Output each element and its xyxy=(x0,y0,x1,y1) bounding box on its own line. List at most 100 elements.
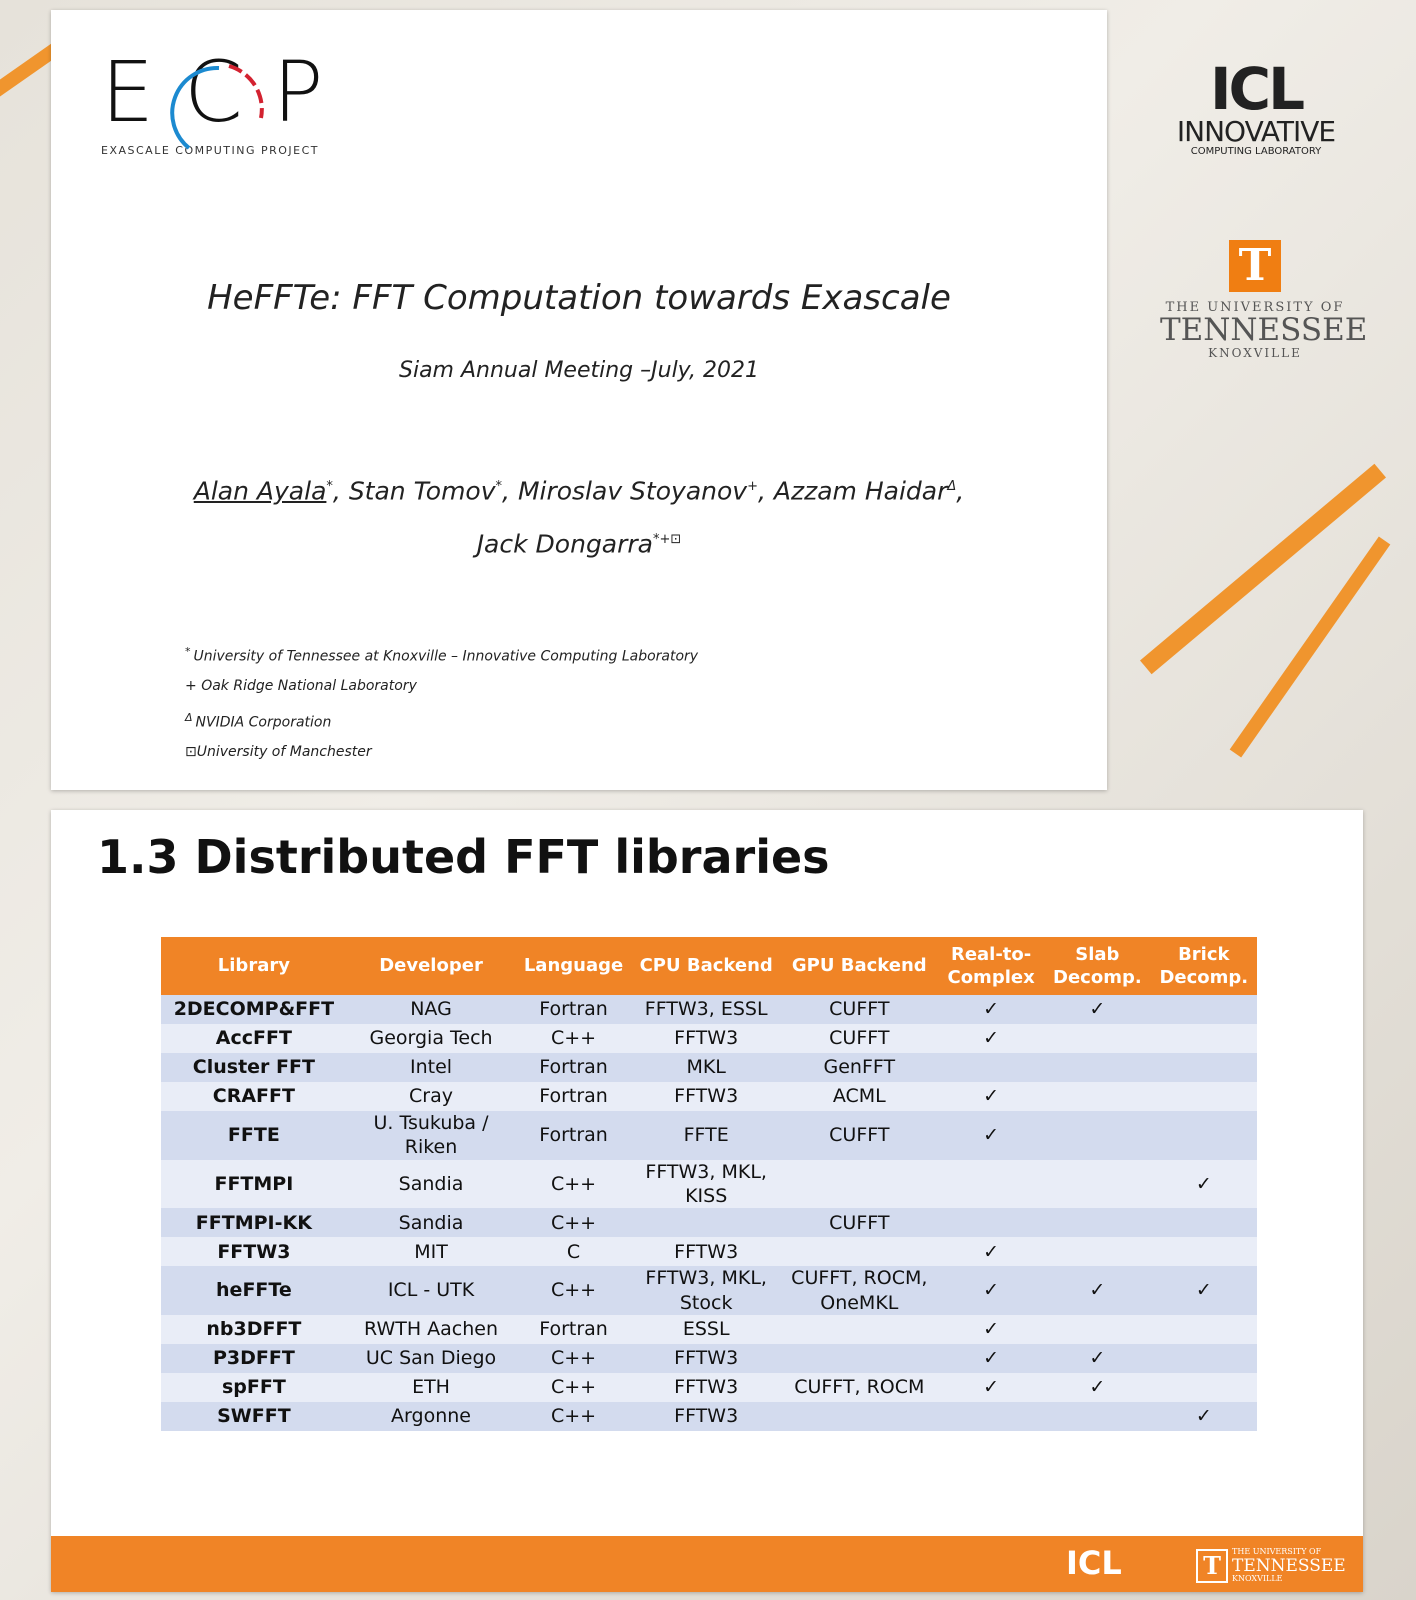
table-cell xyxy=(1044,1314,1151,1344)
table-cell xyxy=(1150,1314,1257,1344)
table-row: SWFFT Argonne C++ FFTW3 ✓ xyxy=(161,1401,1257,1431)
column-header: Brick Decomp. xyxy=(1150,937,1257,995)
table-row: P3DFFT UC San Diego C++ FFTW3 ✓ ✓ xyxy=(161,1343,1257,1373)
icl-line: INNOVATIVE xyxy=(1176,115,1336,148)
table-cell: GenFFT xyxy=(780,1053,939,1082)
table-cell xyxy=(1150,1024,1257,1053)
table-cell: ✓ xyxy=(1044,1372,1151,1402)
table-cell: FFTW3 xyxy=(631,1024,781,1053)
table-cell: C++ xyxy=(515,1372,632,1402)
table-row: FFTMPI Sandia C++ FFTW3, MKL, KISS ✓ xyxy=(161,1159,1257,1209)
table-body: 2DECOMP&FFT NAG Fortran FFTW3, ESSL CUFFT ✓ ✓ A… xyxy=(161,995,1257,1431)
table-cell: C++ xyxy=(515,1159,632,1209)
affiliation: Δ NVIDIA Corporation xyxy=(185,711,698,744)
table-cell xyxy=(1044,1024,1151,1053)
column-header: Language xyxy=(515,937,632,995)
table-cell: NAG xyxy=(346,995,516,1024)
table-cell: ✓ xyxy=(938,1314,1045,1344)
table-cell: FFTW3, ESSL xyxy=(631,995,781,1024)
ecp-caption: EXASCALE COMPUTING PROJECT xyxy=(101,144,320,157)
table-cell xyxy=(1150,1208,1257,1238)
library-name: CRAFFT xyxy=(161,1082,347,1111)
table-cell xyxy=(1150,1082,1257,1111)
library-table: Library Developer Language CPU Backend GPU B… xyxy=(161,937,1257,1431)
table-cell: RWTH Aachen xyxy=(346,1314,516,1344)
table-cell: ✓ xyxy=(938,995,1045,1024)
table-row: FFTW3 MIT C FFTW3 ✓ xyxy=(161,1237,1257,1267)
table-cell: Fortran xyxy=(515,995,632,1024)
table-cell xyxy=(1150,1111,1257,1160)
table-cell: CUFFT xyxy=(780,1208,939,1238)
footer-ut-line: TENNESSEE xyxy=(1232,1555,1346,1576)
footer-band: ICL T THE UNIVERSITY OF TENNESSEE KNOXVI… xyxy=(51,1536,1363,1592)
icl-logo: ICL INNOVATIVE COMPUTING LABORATORY xyxy=(1176,60,1336,157)
table-cell: FFTW3 xyxy=(631,1343,781,1373)
table-cell xyxy=(1044,1208,1151,1238)
table-cell: ✓ xyxy=(1150,1266,1257,1315)
library-name: SWFFT xyxy=(161,1401,347,1431)
affiliation-mark: * xyxy=(185,645,191,658)
table-cell xyxy=(1150,1237,1257,1267)
table-cell: Fortran xyxy=(515,1053,632,1082)
table-cell: FFTW3 xyxy=(631,1082,781,1111)
table-cell: Cray xyxy=(346,1082,516,1111)
author: Alan Ayala xyxy=(193,476,327,506)
table-cell: UC San Diego xyxy=(346,1343,516,1373)
table-row: heFFTe ICL - UTK C++ FFTW3, MKL, Stock CUFFT… xyxy=(161,1266,1257,1315)
table-cell xyxy=(1044,1111,1151,1160)
table-cell: ESSL xyxy=(631,1314,781,1344)
slide-title: 1.3 Distributed FFT libraries xyxy=(97,830,830,884)
table-cell: FFTE xyxy=(631,1111,781,1160)
table-cell: C++ xyxy=(515,1208,632,1238)
ecp-arcs xyxy=(170,64,264,150)
table-cell: Fortran xyxy=(515,1111,632,1160)
table-cell: FFTW3 xyxy=(631,1401,781,1431)
table-cell: CUFFT xyxy=(780,1024,939,1053)
table-cell xyxy=(780,1401,939,1431)
table-cell xyxy=(1044,1237,1151,1267)
table-row: AccFFT Georgia Tech C++ FFTW3 CUFFT ✓ xyxy=(161,1024,1257,1053)
table-cell: C++ xyxy=(515,1401,632,1431)
affiliation: + Oak Ridge National Laboratory xyxy=(185,678,698,711)
footer-ut: T THE UNIVERSITY OF TENNESSEE KNOXVILLE xyxy=(1196,1547,1346,1584)
table-cell: FFTW3, MKL, Stock xyxy=(631,1266,781,1315)
table-cell: CUFFT, ROCM xyxy=(780,1372,939,1402)
separator: , xyxy=(502,476,510,506)
library-name: nb3DFFT xyxy=(161,1314,347,1344)
table-cell xyxy=(1150,1343,1257,1373)
author: Miroslav Stoyanov xyxy=(517,476,748,506)
library-name: spFFT xyxy=(161,1372,347,1402)
library-name: Cluster FFT xyxy=(161,1053,347,1082)
table-row: FFTMPI-KK Sandia C++ CUFFT xyxy=(161,1208,1257,1238)
authors-line: Alan Ayala*, Stan Tomov*, Miroslav Stoya… xyxy=(51,462,1107,569)
ut-line: THE UNIVERSITY OF xyxy=(1165,300,1345,315)
affiliation: ⊡University of Manchester xyxy=(185,744,698,777)
decor-stripe xyxy=(1140,463,1386,675)
table-cell: FFTW3 xyxy=(631,1237,781,1267)
table-cell: Sandia xyxy=(346,1159,516,1209)
table-cell: Georgia Tech xyxy=(346,1024,516,1053)
library-name: FFTMPI-KK xyxy=(161,1208,347,1238)
table-cell: ✓ xyxy=(938,1024,1045,1053)
icl-line: COMPUTING LABORATORY xyxy=(1190,146,1322,157)
table-cell xyxy=(938,1401,1045,1431)
table-cell xyxy=(1150,1372,1257,1402)
table-cell: ✓ xyxy=(1044,1343,1151,1373)
table-cell xyxy=(1044,1082,1151,1111)
library-name: FFTMPI xyxy=(161,1159,347,1209)
table-row: Cluster FFT Intel Fortran MKL GenFFT xyxy=(161,1053,1257,1082)
table-cell: FFTW3 xyxy=(631,1372,781,1402)
table-cell: ✓ xyxy=(938,1111,1045,1160)
footer-ut-words: THE UNIVERSITY OF TENNESSEE KNOXVILLE xyxy=(1232,1547,1346,1584)
table-cell: ✓ xyxy=(1150,1159,1257,1209)
author: Jack Dongarra xyxy=(476,529,654,559)
table-row: spFFT ETH C++ FFTW3 CUFFT, ROCM ✓ ✓ xyxy=(161,1372,1257,1402)
affiliation-text: NVIDIA Corporation xyxy=(195,714,332,731)
table-row: 2DECOMP&FFT NAG Fortran FFTW3, ESSL CUFFT ✓ ✓ xyxy=(161,995,1257,1024)
table-cell xyxy=(1044,1053,1151,1082)
table-cell: ✓ xyxy=(938,1372,1045,1402)
table-cell xyxy=(1150,1053,1257,1082)
ecp-logo: ECP EXASCALE COMPUTING PROJECT xyxy=(101,50,351,157)
table-cell: ✓ xyxy=(1150,1401,1257,1431)
